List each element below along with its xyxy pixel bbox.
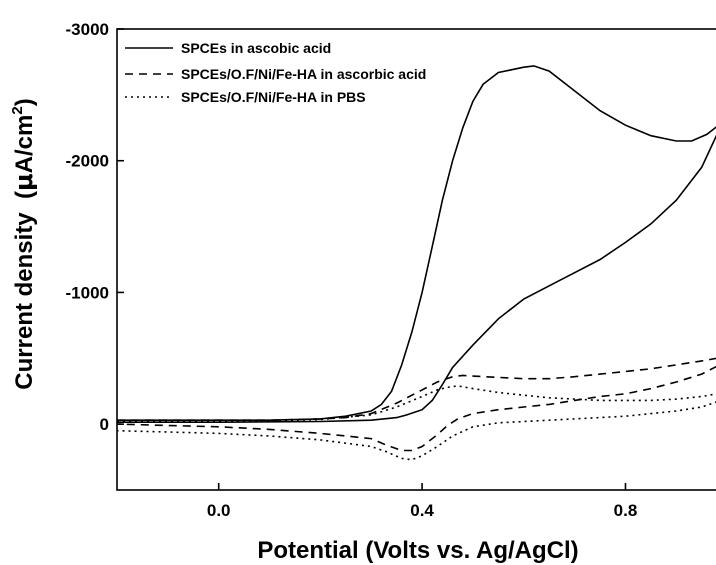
svg-text:Current density (μA/cm2): Current density (μA/cm2) [9, 98, 38, 389]
y-tick-label: -2000 [66, 152, 109, 171]
series-1-forward-sweep [117, 65, 716, 422]
series-2-reverse-sweep [116, 365, 716, 452]
y-tick-label: -3000 [66, 20, 109, 39]
y-axis-title-prefix: Current density ( [11, 191, 38, 390]
series-3-forward-sweep [117, 385, 716, 423]
tick-layer: 0.0 0.4 0.8 0 -1000 -2000 -3000 [66, 20, 638, 520]
legend: SPCEs in ascobic acid SPCEs/O.F/Ni/Fe-HA… [125, 40, 426, 105]
legend-label-3: SPCEs/O.F/Ni/Fe-HA in PBS [181, 89, 366, 105]
x-axis-title: Potential (Volts vs. Ag/AgCl) [257, 537, 578, 564]
y-axis-title-mu: μ [10, 173, 38, 191]
y-axis-title-suffix: ) [11, 98, 38, 106]
y-tick-label: -1000 [66, 283, 109, 302]
series-3-reverse-sweep [116, 401, 716, 461]
series-1-reverse-sweep [117, 134, 716, 424]
x-tick-label: 0.8 [614, 501, 638, 520]
y-axis-title-unit: A/cm [11, 115, 38, 174]
plot-frame [116, 28, 716, 491]
series-layer [116, 65, 716, 461]
legend-label-1: SPCEs in ascobic acid [181, 40, 331, 56]
y-axis-title: Current density (μA/cm2) [9, 98, 38, 389]
y-tick-label: 0 [100, 415, 109, 434]
legend-label-2: SPCEs/O.F/Ni/Fe-HA in ascorbic acid [181, 66, 426, 82]
x-tick-label: 0.0 [207, 501, 231, 520]
x-tick-label: 0.4 [410, 501, 434, 520]
plot-area: 0.0 0.4 0.8 0 -1000 -2000 -3000 [66, 20, 716, 520]
y-axis-title-superscript: 2 [9, 106, 26, 114]
